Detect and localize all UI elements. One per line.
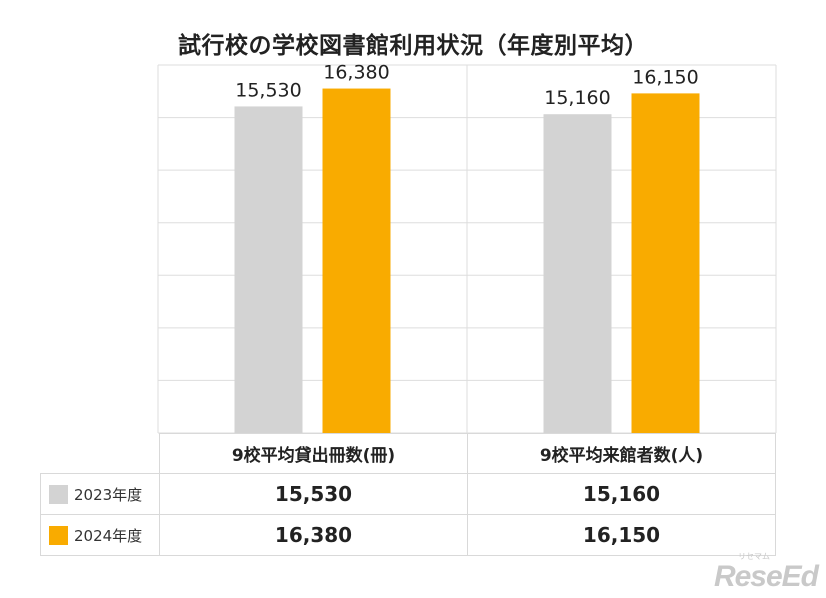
legend-entry-2024: 2024年度 bbox=[40, 514, 160, 556]
bars bbox=[234, 88, 700, 434]
bar-2023年度-0 bbox=[234, 106, 303, 434]
table-corner bbox=[40, 433, 160, 474]
category-label-0: 9校平均貸出冊数(冊) bbox=[159, 433, 468, 474]
data-table: 9校平均貸出冊数(冊) 9校平均来館者数(人) 2023年度 15,530 15… bbox=[40, 433, 776, 556]
bar-2024年度-1 bbox=[631, 93, 700, 433]
table-cell-2024-loans: 16,380 bbox=[159, 514, 468, 556]
chart-title: 試行校の学校図書館利用状況（年度別平均） bbox=[178, 33, 648, 59]
data-label-2023年度-0: 15,530 bbox=[235, 79, 301, 101]
data-labels: 15,530 15,160 16,380 16,150 bbox=[235, 62, 698, 110]
table-cell-2023-loans: 15,530 bbox=[159, 473, 468, 515]
legend-swatch-2024 bbox=[49, 525, 68, 545]
watermark-caption: リセマム bbox=[738, 552, 770, 561]
bar-2023年度-1 bbox=[543, 114, 612, 434]
legend-entry-2023: 2023年度 bbox=[40, 473, 160, 515]
legend-swatch-2023 bbox=[49, 484, 68, 504]
data-label-2024年度-0: 16,380 bbox=[323, 62, 389, 84]
bar-2024年度-0 bbox=[322, 88, 391, 433]
legend-label-2023: 2023年度 bbox=[74, 485, 143, 504]
data-label-2023年度-1: 15,160 bbox=[544, 87, 610, 109]
table-cell-2024-visitors: 16,150 bbox=[467, 514, 776, 556]
table-cell-2023-visitors: 15,160 bbox=[467, 473, 776, 515]
legend-label-2024: 2024年度 bbox=[74, 526, 143, 545]
watermark-logo: ReseEd bbox=[713, 560, 819, 593]
category-label-1: 9校平均来館者数(人) bbox=[467, 433, 776, 474]
data-label-2024年度-1: 16,150 bbox=[632, 66, 698, 88]
